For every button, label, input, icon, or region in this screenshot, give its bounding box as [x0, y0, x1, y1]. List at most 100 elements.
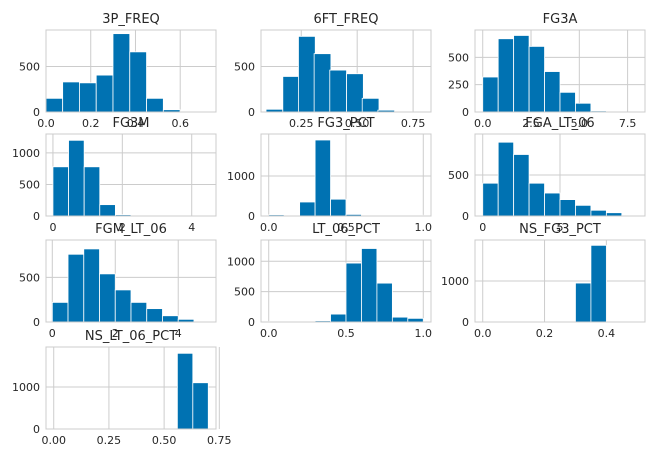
- histogram-bar: [376, 282, 393, 323]
- histogram-bar: [192, 382, 209, 430]
- histogram-bar: [575, 282, 592, 323]
- x-tick-label: 0.00: [41, 434, 66, 447]
- histogram-bar: [79, 82, 97, 113]
- y-tick-label: 0: [33, 106, 40, 119]
- histogram-bar: [99, 273, 116, 323]
- subplot-6: 0 5 0 500 FGA_LT_06: [448, 116, 646, 234]
- histogram-bar: [129, 51, 147, 113]
- y-tick-label: 0: [462, 316, 469, 329]
- histogram-bar: [361, 97, 380, 113]
- y-tick-label: 500: [448, 51, 469, 64]
- histogram-bar: [45, 97, 64, 113]
- histogram-bar: [114, 289, 132, 323]
- y-tick-label: 0: [248, 316, 255, 329]
- y-tick-label: 1000: [227, 170, 255, 183]
- x-tick-label: 0.2: [536, 327, 554, 340]
- axes-frame: [260, 29, 432, 113]
- axes-frame: [474, 29, 646, 113]
- subplot-4: 0 2 4 0 500 1000 FG3M: [12, 116, 217, 234]
- x-tick-label: 2: [112, 327, 119, 340]
- histogram-bar: [590, 244, 607, 323]
- histogram-bar: [62, 81, 80, 113]
- y-tick-label: 0: [248, 106, 255, 119]
- histogram-bar: [176, 352, 194, 430]
- x-tick-label: 1.0: [415, 327, 433, 340]
- histogram-bar: [482, 76, 499, 113]
- histogram-bar: [590, 209, 607, 217]
- histogram-bar: [345, 262, 362, 323]
- histogram-bar: [361, 248, 378, 323]
- y-tick-label: 500: [19, 60, 40, 73]
- subplot-9: 0.0 0.2 0.4 0 1000 NS_FG3_PCT: [441, 222, 646, 340]
- histogram-bar: [313, 53, 332, 113]
- histogram-bar: [330, 198, 347, 217]
- histogram-bar: [575, 204, 592, 217]
- histogram-bar: [528, 46, 545, 113]
- subplot-title: FG3M: [112, 116, 149, 131]
- subplot-title: FGA_LT_06: [525, 116, 594, 131]
- histogram-bar: [407, 317, 424, 323]
- histogram-bar: [146, 308, 163, 323]
- histogram-bar: [513, 154, 530, 217]
- axes-frame: [474, 133, 646, 217]
- histogram-bar: [497, 141, 515, 217]
- histogram-bar: [112, 33, 131, 113]
- x-tick-label: 4: [175, 327, 182, 340]
- x-tick-label: 4: [188, 221, 195, 234]
- histogram-bar: [298, 35, 316, 113]
- x-tick-label: 0.4: [598, 327, 616, 340]
- x-tick-label: 0.50: [345, 117, 370, 130]
- axes-frame: [45, 133, 217, 217]
- histogram-bar: [497, 38, 515, 113]
- y-tick-label: 500: [19, 178, 40, 191]
- histogram-bar: [299, 201, 316, 217]
- histogram-bar: [391, 316, 409, 323]
- histogram-bar: [559, 91, 576, 113]
- subplot-10: 0.00 0.25 0.50 0.75 0 1000 NS_LT_06_PCT: [12, 329, 232, 447]
- x-tick-label: 0.5: [337, 221, 355, 234]
- axes-frame: [45, 346, 217, 430]
- histogram-bar: [51, 301, 69, 323]
- histogram-bar: [99, 204, 116, 217]
- x-tick-label: 0: [479, 221, 486, 234]
- histogram-bar: [162, 315, 179, 323]
- x-tick-label: 5: [557, 221, 564, 234]
- x-tick-label: 0.75: [401, 117, 426, 130]
- histogram-bar: [346, 73, 364, 113]
- y-tick-label: 500: [19, 271, 40, 284]
- histogram-bar: [528, 182, 545, 217]
- subplot-title: FG3A: [543, 12, 578, 27]
- x-tick-label: 0.2: [82, 117, 100, 130]
- x-tick-label: 5.0: [571, 117, 589, 130]
- axes-frame: [45, 239, 217, 323]
- y-tick-label: 0: [33, 316, 40, 329]
- y-tick-label: 0: [462, 210, 469, 223]
- x-tick-label: 0: [49, 221, 56, 234]
- y-tick-label: 250: [448, 79, 469, 92]
- axes-frame: [474, 239, 646, 323]
- x-tick-label: 0.0: [37, 117, 55, 130]
- y-tick-label: 500: [234, 286, 255, 299]
- histogram-bar: [95, 74, 114, 113]
- y-tick-label: 0: [248, 210, 255, 223]
- histogram-bar: [52, 166, 69, 217]
- histogram-bar: [329, 69, 347, 113]
- histogram-bar: [513, 35, 530, 113]
- x-tick-label: 0.0: [474, 327, 492, 340]
- subplot-title: NS_FG3_PCT: [519, 222, 601, 237]
- x-tick-label: 0.0: [260, 327, 278, 340]
- y-tick-label: 0: [462, 106, 469, 119]
- histogram-bar: [559, 199, 576, 217]
- axes-frame: [260, 133, 432, 217]
- y-tick-label: 500: [234, 60, 255, 73]
- histogram-bar: [482, 182, 499, 217]
- y-tick-label: 1000: [441, 275, 469, 288]
- histogram-bar: [282, 76, 300, 113]
- subplot-title: NS_LT_06_PCT: [85, 329, 177, 344]
- histogram-bar: [83, 166, 101, 217]
- subplot-title: LT_06_PCT: [312, 222, 380, 237]
- histogram-bar: [146, 97, 164, 113]
- subplot-7: 0 2 4 0 500 FGM_LT_06: [19, 222, 217, 340]
- y-tick-label: 0: [33, 423, 40, 436]
